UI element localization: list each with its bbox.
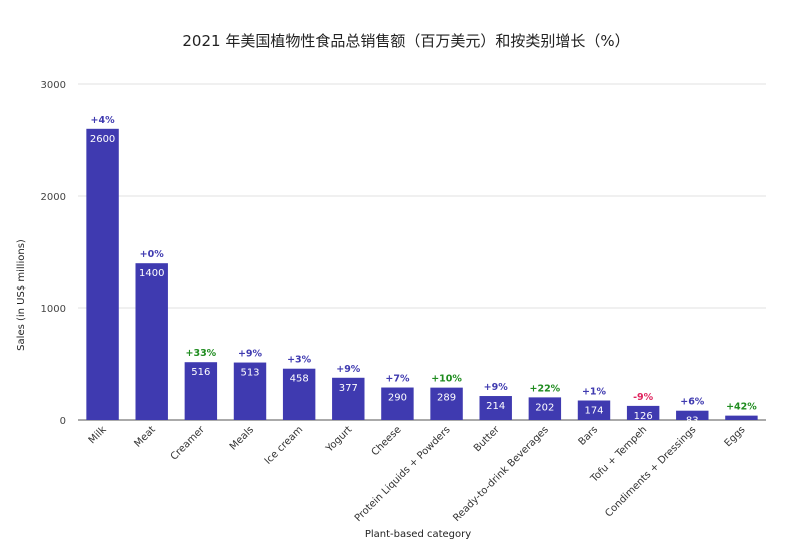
x-tick-label: Ice cream	[263, 424, 306, 467]
bar	[86, 128, 119, 421]
growth-label: +3%	[287, 355, 312, 366]
bars: 2600 +4% 1400 +0% 516 +33% 513 +9% 458 +3% 377 +9% 2…	[86, 115, 758, 432]
x-tick-label: Meat	[132, 424, 157, 449]
bar	[676, 410, 709, 420]
value-label: 290	[388, 393, 407, 404]
value-label: 289	[437, 393, 456, 404]
value-label: 516	[191, 367, 210, 378]
growth-label: +4%	[91, 115, 116, 126]
growth-label: +9%	[238, 349, 263, 360]
x-tick-label: Protein Liquids + Powders	[353, 424, 453, 524]
value-label: 458	[290, 374, 309, 385]
growth-label: +9%	[484, 382, 509, 393]
bar	[725, 415, 758, 420]
value-label: 1400	[139, 268, 164, 279]
y-axis-ticks: 0 1000 2000 3000	[41, 80, 66, 427]
bar	[430, 387, 463, 420]
value-label: 126	[634, 411, 653, 422]
chart-title: 2021 年美国植物性食品总销售额（百万美元）和按类别增长（%）	[182, 32, 630, 50]
growth-label: +42%	[726, 402, 757, 413]
bar	[479, 396, 512, 420]
x-tick-label: Bars	[577, 424, 601, 448]
y-tick-label: 2000	[41, 192, 66, 203]
value-label: 513	[240, 368, 259, 379]
x-axis-title: Plant-based category	[365, 529, 471, 540]
bar	[135, 263, 168, 420]
y-tick-label: 1000	[41, 304, 66, 315]
bar	[332, 377, 365, 420]
growth-label: +0%	[140, 249, 165, 260]
bar	[381, 387, 414, 420]
x-tick-label: Creamer	[169, 424, 208, 463]
value-label: 2600	[90, 134, 115, 145]
growth-label: +33%	[186, 348, 217, 359]
growth-label: +10%	[431, 374, 462, 385]
x-tick-label: Meals	[228, 424, 256, 452]
growth-label: +1%	[582, 387, 607, 398]
bar	[528, 397, 562, 420]
value-label: 214	[486, 401, 505, 412]
y-tick-label: 0	[60, 416, 66, 427]
x-tick-label: Butter	[472, 424, 503, 455]
y-axis-title: Sales (in US$ millions)	[16, 239, 27, 351]
x-tick-label: Condiments + Dressings	[603, 424, 698, 519]
growth-label: +22%	[530, 383, 561, 394]
growth-label: +7%	[385, 374, 410, 385]
bar	[184, 362, 218, 420]
y-tick-label: 3000	[41, 80, 66, 91]
growth-label: +6%	[680, 397, 705, 408]
x-axis-tick-labels: Milk Meat Creamer Meals Ice cream Yogurt Chees…	[87, 424, 748, 524]
gridlines	[78, 83, 766, 421]
bar	[626, 405, 660, 420]
growth-label: +9%	[336, 364, 361, 375]
value-label: 377	[339, 383, 358, 394]
x-tick-label: Cheese	[370, 424, 404, 458]
x-tick-label: Ready-to-drink Beverages	[451, 424, 551, 524]
value-label: 83	[686, 416, 699, 427]
x-tick-label: Milk	[87, 424, 109, 446]
value-label: 174	[584, 406, 603, 417]
value-label: 202	[535, 402, 554, 413]
growth-label: -9%	[633, 392, 654, 403]
bar	[577, 400, 611, 420]
x-tick-label: Yogurt	[324, 424, 355, 455]
bar	[282, 368, 316, 420]
bar	[233, 362, 267, 420]
value-label: 39	[735, 421, 748, 432]
